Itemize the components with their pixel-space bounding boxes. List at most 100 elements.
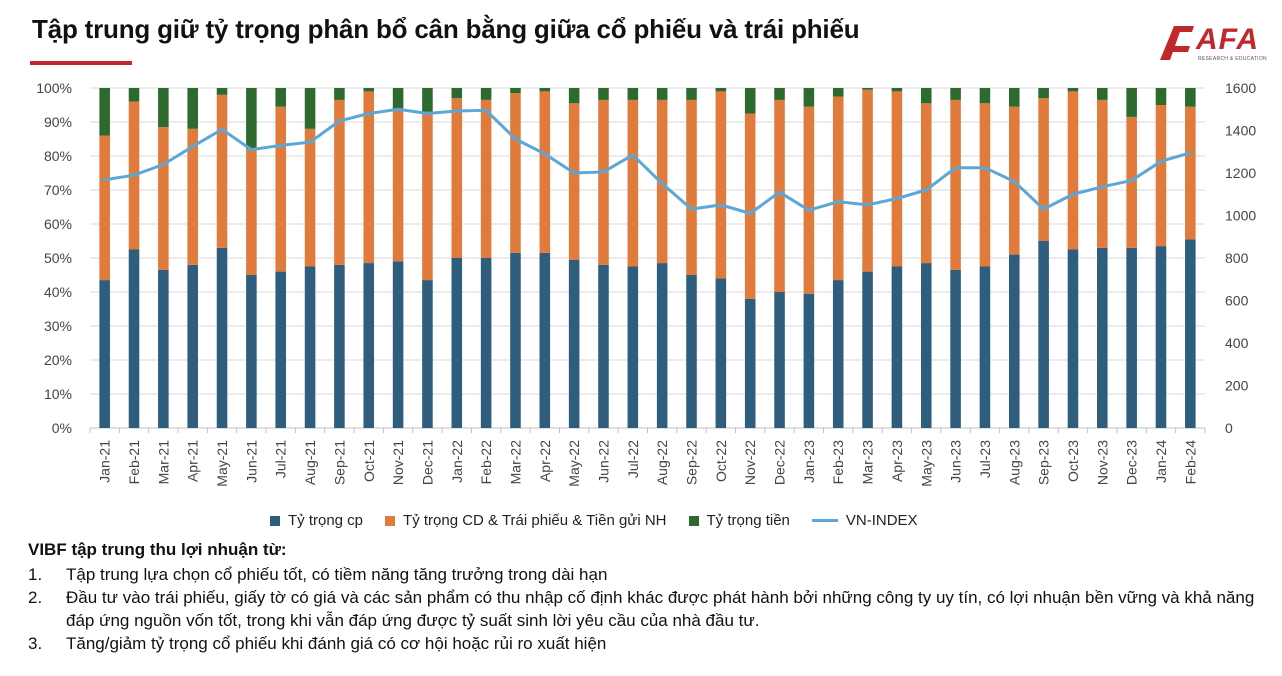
- x-tick-label: Jun-22: [595, 440, 611, 483]
- bar-segment: [1067, 91, 1079, 250]
- x-tick-label: May-23: [918, 440, 934, 487]
- x-tick-label: Sep-21: [331, 440, 347, 485]
- bar-segment: [1155, 88, 1167, 105]
- bar-segment: [1097, 99, 1108, 248]
- bar-segment: [627, 266, 639, 428]
- y-left-tick-label: 100%: [36, 80, 72, 96]
- bar-segment: [774, 292, 785, 428]
- bar-segment: [627, 88, 639, 100]
- vnindex-point: [1130, 178, 1134, 182]
- note-item: 1. Tập trung lựa chọn cổ phiếu tốt, có t…: [28, 563, 1268, 586]
- bar-segment: [510, 252, 521, 428]
- vnindex-point: [279, 143, 283, 147]
- vnindex-line: [104, 107, 1191, 215]
- bar-segment: [451, 258, 463, 428]
- x-tick-label: Nov-22: [742, 440, 758, 485]
- vnindex-point: [396, 107, 400, 111]
- x-tick-label: Aug-22: [654, 440, 670, 485]
- bar-segment: [158, 127, 169, 270]
- x-tick-label: Dec-23: [1124, 440, 1140, 485]
- bar-segment: [187, 88, 198, 129]
- x-tick-label: Feb-24: [1182, 440, 1198, 485]
- vnindex-point: [484, 108, 488, 112]
- legend-label-bond: Tỷ trọng CD & Trái phiếu & Tiền gửi NH: [403, 512, 667, 529]
- bar-segment: [832, 280, 844, 428]
- vnindex-point: [983, 166, 987, 170]
- y-right-tick-label: 1400: [1225, 123, 1256, 139]
- bar-segment: [304, 128, 316, 267]
- vnindex-point: [337, 119, 341, 123]
- bar-segment: [774, 88, 785, 100]
- x-tick-label: Jan-23: [801, 440, 817, 483]
- x-tick-label: Oct-21: [361, 440, 377, 482]
- bar-segment: [1126, 247, 1137, 428]
- legend-swatch-bond: [385, 515, 396, 526]
- vnindex-point: [455, 109, 459, 113]
- bar-segment: [920, 103, 932, 264]
- x-tick-label: Nov-21: [390, 440, 406, 485]
- bar-segment: [715, 91, 727, 279]
- bar-segment: [480, 258, 492, 428]
- page-title: Tập trung giữ tỷ trọng phân bổ cân bằng …: [32, 14, 860, 44]
- bar-segment: [128, 249, 140, 428]
- legend-swatch-cash: [688, 515, 699, 526]
- bar-segment: [1038, 241, 1049, 428]
- x-tick-label: Jan-22: [449, 440, 465, 483]
- y-right-tick-label: 600: [1225, 293, 1249, 309]
- bar-segment: [334, 88, 345, 100]
- bar-segment: [1038, 88, 1049, 99]
- note-text: Tập trung lựa chọn cổ phiếu tốt, có tiềm…: [66, 565, 608, 584]
- x-tick-label: Oct-22: [713, 440, 729, 482]
- bar-segment: [1008, 254, 1020, 428]
- x-tick-label: Sep-23: [1036, 440, 1052, 485]
- bar-segment: [304, 266, 316, 428]
- bar-segment: [392, 261, 404, 428]
- y-left-tick-label: 50%: [44, 250, 72, 266]
- x-tick-label: Jan-24: [1153, 440, 1169, 483]
- y-right-tick-label: 1200: [1225, 165, 1256, 181]
- x-tick-label: Feb-23: [830, 440, 846, 485]
- bar-segment: [275, 106, 287, 272]
- x-tick-label: Jun-23: [948, 440, 964, 483]
- logo-subtext: RESEARCH & EDUCATION: [1198, 56, 1267, 62]
- bar-segment: [803, 106, 815, 294]
- bar-segment: [598, 88, 609, 100]
- bar-segment: [744, 113, 756, 299]
- vnindex-point: [660, 182, 664, 186]
- vnindex-point: [220, 127, 224, 131]
- bar-segment: [950, 99, 961, 270]
- bar-segment: [392, 88, 404, 111]
- bar-segment: [656, 99, 668, 264]
- bar-segment: [480, 88, 492, 100]
- bar-segment: [1067, 249, 1079, 428]
- vnindex-point: [191, 144, 195, 148]
- x-tick-label: May-22: [566, 440, 582, 487]
- x-tick-label: Jul-21: [273, 440, 289, 478]
- bar-segment: [422, 280, 433, 428]
- bar-segment: [216, 88, 228, 95]
- bar-segment: [1126, 116, 1137, 248]
- bar-segment: [715, 278, 727, 428]
- y-right-tick-label: 0: [1225, 420, 1233, 436]
- vnindex-point: [425, 112, 429, 115]
- vnindex-point: [748, 211, 752, 215]
- bar-segment: [1126, 88, 1137, 117]
- bar-segment: [216, 247, 228, 428]
- bar-segment: [451, 98, 463, 258]
- bar-segment: [246, 275, 257, 428]
- bar-segment: [862, 88, 873, 90]
- x-tick-label: Mar-22: [507, 440, 523, 485]
- y-right-tick-label: 1600: [1225, 80, 1256, 96]
- legend-item-index: VN-INDEX: [811, 512, 918, 529]
- note-number: 1.: [28, 565, 43, 584]
- logo-text: AFA: [1196, 23, 1259, 56]
- y-left-tick-label: 80%: [44, 148, 72, 164]
- x-tick-label: Apr-22: [537, 440, 553, 482]
- y-left-tick-label: 10%: [44, 386, 72, 402]
- vnindex-point: [543, 152, 547, 156]
- note-number: 3.: [28, 634, 43, 653]
- x-tick-label: Mar-21: [155, 440, 171, 485]
- vnindex-point: [924, 188, 928, 192]
- x-tick-label: Apr-23: [889, 440, 905, 482]
- y-left-tick-label: 0%: [52, 420, 72, 436]
